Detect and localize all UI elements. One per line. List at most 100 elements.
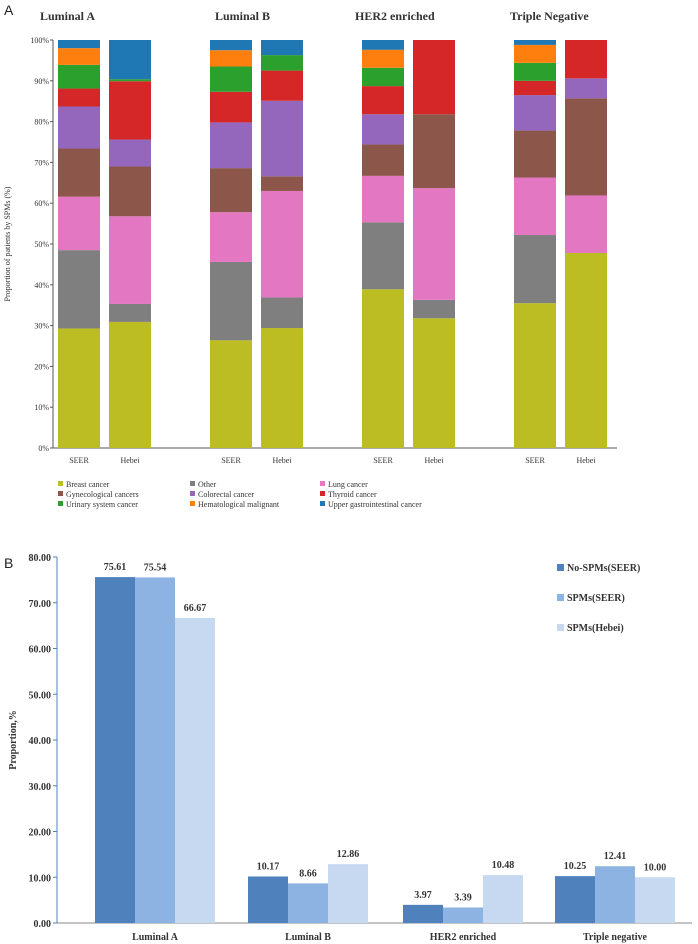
bar-segment bbox=[362, 40, 404, 50]
bar-segment bbox=[210, 40, 252, 51]
data-label: 12.41 bbox=[604, 851, 627, 862]
bar-segment bbox=[210, 212, 252, 262]
bar-segment bbox=[362, 67, 404, 87]
bar-segment bbox=[58, 196, 100, 251]
bar-segment bbox=[58, 148, 100, 197]
y-tick-label: 60.00 bbox=[29, 645, 52, 656]
bar-segment bbox=[261, 100, 303, 177]
data-label: 10.25 bbox=[564, 861, 587, 872]
bar-segment bbox=[109, 166, 151, 217]
legend-label: No-SPMs(SEER) bbox=[567, 563, 640, 574]
bar bbox=[443, 907, 483, 923]
y-tick-label: 80.00 bbox=[29, 553, 52, 564]
legend-label: Other bbox=[198, 480, 217, 489]
bar-segment bbox=[413, 114, 455, 189]
legend-swatch bbox=[557, 594, 564, 601]
y-tick-label: 90% bbox=[34, 77, 49, 86]
bar-segment bbox=[514, 177, 556, 236]
bar-segment bbox=[109, 303, 151, 322]
x-tick-label: Hebei bbox=[120, 456, 140, 465]
legend-label: Urinary system cancer bbox=[66, 500, 138, 509]
y-tick-label: 40% bbox=[34, 281, 49, 290]
group-title: Triple Negative bbox=[510, 9, 589, 23]
bar-segment bbox=[514, 40, 556, 45]
x-tick-label: Triple negative bbox=[583, 932, 648, 943]
bar-segment bbox=[362, 222, 404, 290]
x-tick-label: Hebei bbox=[576, 456, 596, 465]
bar-segment bbox=[514, 303, 556, 448]
y-axis-label: Proportion of patients by SPMs (%) bbox=[3, 186, 12, 301]
y-tick-label: 50% bbox=[34, 240, 49, 249]
bar-segment bbox=[261, 70, 303, 101]
stacked-bar-chart: 0% 10% 20% 30% 40% 50% 60% 70% 80% 90% 100% Proport… bbox=[3, 9, 617, 509]
legend-label: Colorectal cancer bbox=[198, 490, 255, 499]
y-tick-label: 0% bbox=[38, 444, 49, 453]
panel-label-a: A bbox=[4, 2, 14, 18]
legend-label: Lung cancer bbox=[328, 480, 368, 489]
bar-segment bbox=[261, 40, 303, 56]
bar-segment bbox=[413, 299, 455, 319]
legend-swatch bbox=[557, 624, 564, 631]
bar-segment bbox=[514, 80, 556, 96]
bar-segment bbox=[362, 144, 404, 176]
bar bbox=[635, 877, 675, 923]
bar bbox=[483, 875, 523, 923]
legend-swatch bbox=[190, 481, 195, 486]
bar-segment bbox=[58, 40, 100, 49]
y-tick-label: 10% bbox=[34, 403, 49, 412]
bar-segment bbox=[210, 122, 252, 169]
y-tick-label: 0.00 bbox=[34, 919, 52, 930]
bar-segment bbox=[210, 50, 252, 67]
legend-swatch bbox=[58, 501, 63, 506]
x-tick-label: SEER bbox=[373, 456, 393, 465]
legend-label: Hematological malignant bbox=[198, 500, 280, 509]
bar bbox=[288, 883, 328, 923]
x-tick-label: SEER bbox=[69, 456, 89, 465]
bar-segment bbox=[210, 340, 252, 448]
bar-segment bbox=[261, 176, 303, 191]
bar-segment bbox=[58, 48, 100, 65]
data-label: 3.39 bbox=[454, 892, 472, 903]
bar-segment bbox=[362, 175, 404, 223]
bar-segment bbox=[565, 78, 607, 99]
bar-segment bbox=[514, 235, 556, 304]
bar bbox=[95, 577, 135, 923]
bar-segment bbox=[565, 195, 607, 253]
bar-segment bbox=[210, 168, 252, 213]
x-tick-label: SEER bbox=[221, 456, 241, 465]
legend-label: Thyroid cancer bbox=[328, 490, 377, 499]
bar-segment bbox=[565, 98, 607, 196]
bar-segment bbox=[362, 86, 404, 115]
bar-segment bbox=[514, 95, 556, 131]
y-tick-label: 40.00 bbox=[29, 736, 52, 747]
group-title: Luminal B bbox=[215, 9, 270, 23]
x-tick-label: Hebei bbox=[272, 456, 292, 465]
bar-segment bbox=[261, 297, 303, 329]
x-tick-label: Hebei bbox=[424, 456, 444, 465]
legend-swatch bbox=[190, 501, 195, 506]
y-tick-label: 70.00 bbox=[29, 599, 52, 610]
y-tick-label: 20.00 bbox=[29, 828, 52, 839]
y-tick-label: 50.00 bbox=[29, 690, 52, 701]
bar bbox=[248, 876, 288, 923]
group-title: Luminal A bbox=[40, 9, 95, 23]
bar-segment bbox=[109, 321, 151, 448]
bar bbox=[135, 577, 175, 923]
y-tick-label: 60% bbox=[34, 199, 49, 208]
data-label: 10.17 bbox=[257, 861, 280, 872]
bar-segment bbox=[58, 88, 100, 107]
x-tick-label: Luminal B bbox=[285, 932, 331, 943]
bar-segment bbox=[413, 40, 455, 115]
bar-segment bbox=[58, 328, 100, 448]
y-tick-label: 70% bbox=[34, 158, 49, 167]
data-label: 66.67 bbox=[184, 603, 207, 614]
bar-segment bbox=[362, 114, 404, 145]
data-label: 10.48 bbox=[492, 860, 515, 871]
x-tick-label: SEER bbox=[525, 456, 545, 465]
legend-swatch bbox=[320, 501, 325, 506]
group-title: HER2 enriched bbox=[355, 9, 435, 23]
legend-swatch bbox=[320, 491, 325, 496]
legend-swatch bbox=[58, 481, 63, 486]
bar-segment bbox=[514, 62, 556, 81]
